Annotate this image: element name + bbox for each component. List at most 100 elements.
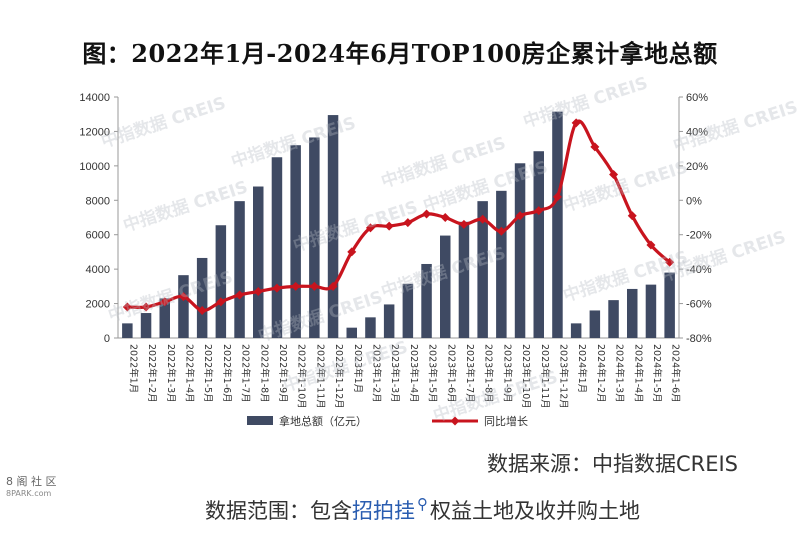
search-icon[interactable]: ⚲ xyxy=(417,495,428,513)
bar xyxy=(514,163,526,338)
x-tick-label: 2023年1-11月 xyxy=(539,344,551,409)
x-tick-label: 2023年1-12月 xyxy=(557,344,569,409)
y2-tick-label: -20% xyxy=(686,230,712,242)
bar xyxy=(215,225,227,338)
bar xyxy=(122,323,133,338)
line-marker xyxy=(422,209,432,219)
y2-tick-label: -60% xyxy=(686,299,712,311)
line-marker xyxy=(122,302,132,312)
x-tick-label: 2022年1-6月 xyxy=(221,344,233,403)
x-tick-label: 2023年1-7月 xyxy=(464,344,476,403)
y2-tick-label: 60% xyxy=(686,92,708,104)
legend-bar-swatch xyxy=(247,416,273,425)
x-tick-label: 2024年1-5月 xyxy=(651,344,663,403)
line-marker xyxy=(534,206,544,216)
y-tick-label: 10000 xyxy=(79,161,110,173)
y-tick-label: 0 xyxy=(104,333,110,345)
x-tick-label: 2023年1-10月 xyxy=(520,344,532,409)
line-marker xyxy=(141,302,151,312)
logo-url: 8PARK.com xyxy=(6,489,52,498)
line-marker xyxy=(309,281,319,291)
scope-link[interactable]: 招拍挂 xyxy=(352,499,415,523)
line-marker xyxy=(197,305,207,315)
line-marker xyxy=(627,211,637,221)
bar xyxy=(645,284,657,338)
x-tick-label: 2024年1-2月 xyxy=(595,344,607,403)
line-marker xyxy=(328,281,338,291)
y2-tick-label: 0% xyxy=(686,195,702,207)
legend-line-label: 同比增长 xyxy=(484,414,528,428)
line-marker xyxy=(571,118,581,128)
bar xyxy=(458,221,470,338)
x-tick-label: 2022年1-8月 xyxy=(258,344,270,403)
line-marker xyxy=(478,214,488,224)
line-marker xyxy=(496,226,506,236)
y2-tick-label: 40% xyxy=(686,126,708,138)
chart-canvas: 0 2000 4000 6000 8000 10000 12000 14000 -80% -60%… xyxy=(79,92,712,428)
x-tick-label: 2024年1-3月 xyxy=(614,344,626,403)
line-marker xyxy=(216,297,226,307)
line-marker xyxy=(160,297,170,307)
line-marker xyxy=(440,213,450,222)
bar xyxy=(140,313,152,338)
x-tick-label: 2022年1-4月 xyxy=(183,344,195,403)
line-marker xyxy=(515,211,525,221)
line-marker xyxy=(459,219,469,229)
x-tick-label: 2022年1-3月 xyxy=(165,344,177,403)
scope-prefix: 数据范围：包含 xyxy=(205,499,352,523)
x-tick-label: 2023年1-6月 xyxy=(445,344,457,403)
x-tick-label: 2023年1-5月 xyxy=(427,344,439,403)
y2-tick-label: -40% xyxy=(686,264,712,276)
y-tick-label: 12000 xyxy=(79,126,110,138)
x-tick-label: 2022年1-7月 xyxy=(240,344,252,403)
line-marker xyxy=(552,192,562,202)
y-tick-label: 8000 xyxy=(86,195,110,207)
bar xyxy=(159,298,170,338)
bar xyxy=(290,145,301,338)
y2-tick-label: -80% xyxy=(686,333,712,345)
line-marker xyxy=(403,218,413,228)
bar xyxy=(421,263,432,338)
line-marker xyxy=(590,142,600,152)
bar xyxy=(234,201,245,338)
bar xyxy=(440,235,451,338)
x-tick-label: 2022年1月 xyxy=(127,344,139,393)
line-marker xyxy=(235,290,245,300)
bar xyxy=(627,288,638,338)
line-marker xyxy=(253,287,263,297)
x-tick-label: 2022年1-2月 xyxy=(146,344,158,403)
line-marker xyxy=(291,281,301,291)
x-tick-label: 2023年1-4月 xyxy=(408,344,420,403)
x-tick-label: 2022年1-10月 xyxy=(296,344,308,409)
bar xyxy=(271,157,283,338)
legend-bar-label: 拿地总额（亿元） xyxy=(279,414,367,428)
bar xyxy=(196,257,208,338)
y-tick-label: 2000 xyxy=(86,299,110,311)
x-tick-label: 2024年1月 xyxy=(576,344,588,393)
bar xyxy=(533,151,544,338)
bar xyxy=(552,111,563,338)
y2-tick-label: 20% xyxy=(686,161,708,173)
line-marker xyxy=(665,257,675,267)
x-tick-label: 2022年1-12月 xyxy=(333,344,345,409)
bar xyxy=(570,323,582,338)
x-tick-label: 2024年1-4月 xyxy=(632,344,644,403)
y-tick-label: 14000 xyxy=(79,92,110,104)
x-tick-label: 2023年1-9月 xyxy=(501,344,513,403)
bar xyxy=(496,190,507,338)
line-marker xyxy=(178,292,188,302)
series-line xyxy=(127,119,671,313)
bar xyxy=(383,304,395,338)
x-tick-label: 2022年1-9月 xyxy=(277,344,289,403)
bar xyxy=(477,201,488,338)
legend-line-marker xyxy=(450,416,460,426)
x-tick-label: 2023年1-8月 xyxy=(483,344,495,403)
line-marker xyxy=(384,221,394,231)
bar xyxy=(402,283,414,338)
scope-suffix: 权益土地及收并购土地 xyxy=(430,499,640,523)
site-logo: 8 阁 社 区 8PARK.com xyxy=(6,476,57,500)
x-tick-label: 2024年1-6月 xyxy=(670,344,682,403)
bar xyxy=(346,327,357,338)
bar xyxy=(327,115,339,338)
line-marker xyxy=(646,240,656,250)
